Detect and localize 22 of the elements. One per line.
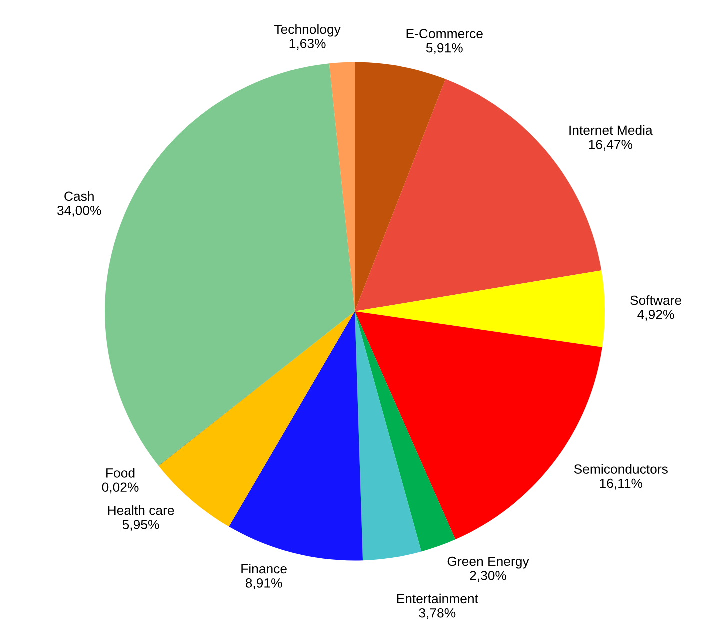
data-label: 1,63% [290, 39, 326, 50]
slice-label: Technology [274, 24, 341, 37]
data-label: 8,91% [246, 578, 282, 590]
slice-label: Cash [64, 191, 94, 202]
data-label: 3,78% [419, 608, 456, 620]
slice-label: Semiconductors [574, 464, 668, 474]
slice-label: Green Energy [448, 556, 530, 569]
data-label: 4,92% [638, 310, 674, 321]
data-label: 2,30% [470, 571, 506, 582]
data-label: 0,02% [102, 482, 139, 494]
data-label: 16,47% [589, 140, 633, 151]
slice-label: Entertainment [397, 594, 478, 604]
slice-label: Internet Media [570, 125, 653, 136]
slice-label: E-Commerce [406, 29, 483, 39]
slice-label: Finance [242, 564, 287, 574]
data-label: 5,91% [426, 43, 463, 54]
slice-label: Health care [108, 506, 174, 516]
data-label: 34,00% [57, 206, 102, 217]
slice-label: Food [106, 468, 135, 478]
slice-label: Software [630, 296, 682, 306]
data-label: 5,95% [122, 520, 160, 531]
data-label: 16,11% [600, 478, 643, 490]
